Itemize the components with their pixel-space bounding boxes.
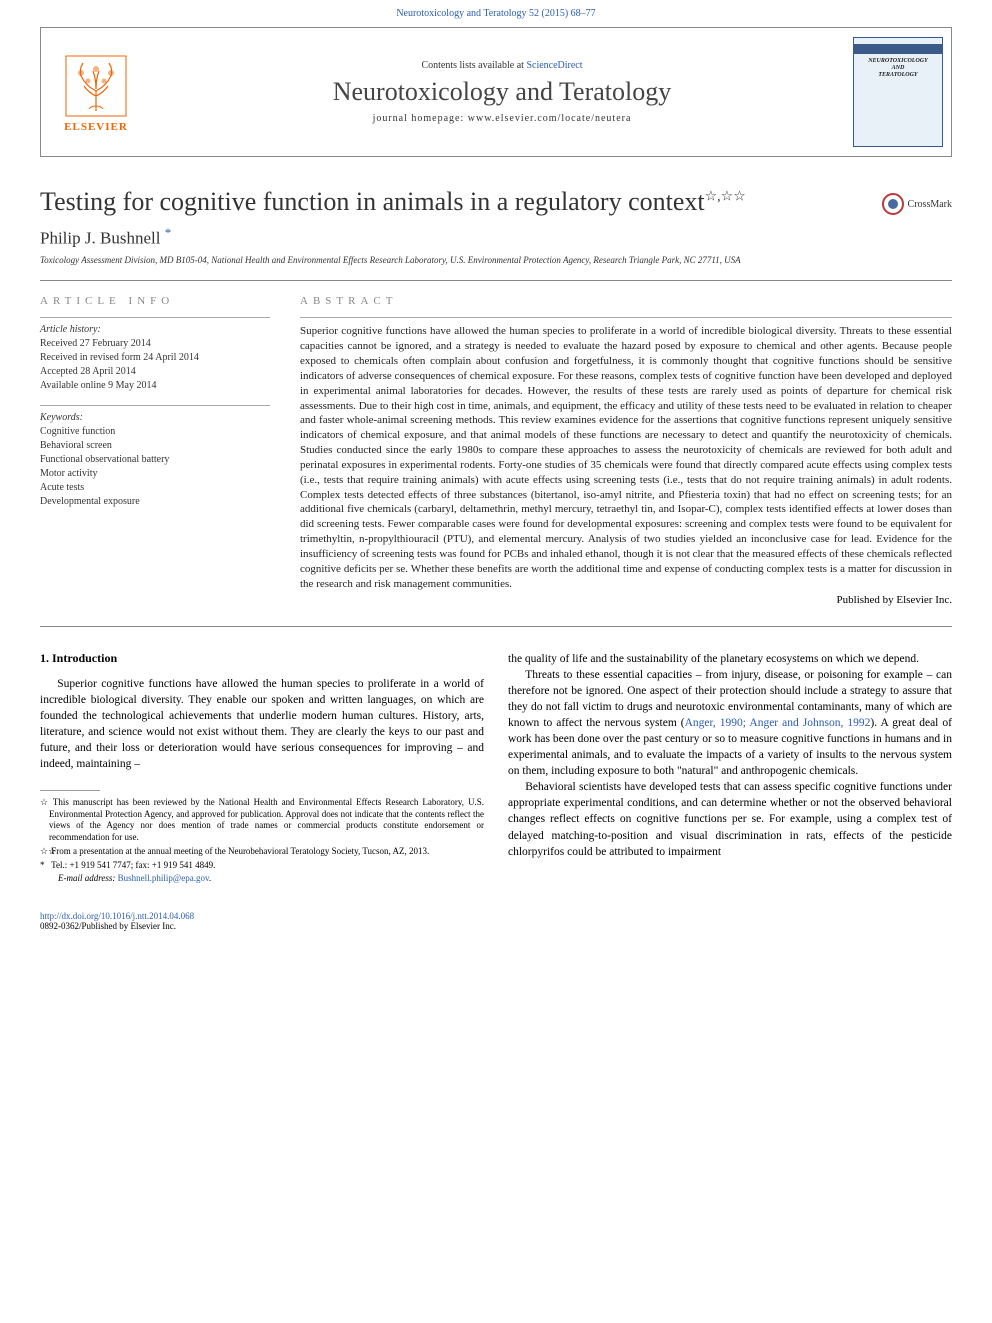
keywords-label: Keywords:: [40, 412, 270, 423]
footnote: * Tel.: +1 919 541 7747; fax: +1 919 541…: [40, 860, 484, 872]
citation-link[interactable]: Anger, 1990; Anger and Johnson, 1992: [685, 717, 871, 729]
title-footnote-marks: ☆,☆☆: [705, 189, 746, 204]
journal-homepage[interactable]: journal homepage: www.elsevier.com/locat…: [151, 113, 853, 124]
info-divider: [40, 405, 270, 406]
keyword: Developmental exposure: [40, 495, 270, 509]
publisher-line: Published by Elsevier Inc.: [300, 594, 952, 606]
keyword: Behavioral screen: [40, 439, 270, 453]
history-label: Article history:: [40, 324, 270, 335]
history-line: Received in revised form 24 April 2014: [40, 351, 270, 365]
article-info-col: article info Article history: Received 2…: [40, 295, 270, 605]
history-line: Available online 9 May 2014: [40, 379, 270, 393]
email-footnote: E-mail address: Bushnell.philip@epa.gov.: [40, 873, 484, 885]
body-right-col: the quality of life and the sustainabili…: [508, 651, 952, 887]
issn-line: 0892-0362/Published by Elsevier Inc.: [40, 921, 952, 931]
keyword: Cognitive function: [40, 425, 270, 439]
author-text: Philip J. Bushnell: [40, 229, 165, 248]
keyword: Motor activity: [40, 467, 270, 481]
elsevier-tree-icon: [61, 51, 131, 121]
email-label: E-mail address:: [58, 873, 118, 883]
contents-prefix: Contents lists available at: [421, 60, 526, 71]
cover-title-1: NEUROTOXICOLOGY: [868, 58, 928, 65]
sciencedirect-link[interactable]: ScienceDirect: [526, 60, 582, 71]
footnote-text: From a presentation at the annual meetin…: [51, 846, 429, 856]
keywords-block: Keywords: Cognitive function Behavioral …: [40, 412, 270, 509]
keyword: Functional observational battery: [40, 453, 270, 467]
footnotes-divider: [40, 790, 100, 791]
author-corresp-mark: *: [165, 225, 172, 240]
article-title: Testing for cognitive function in animal…: [40, 187, 862, 217]
history-line: Received 27 February 2014: [40, 337, 270, 351]
footnote-sym: *: [40, 860, 49, 872]
header-center: Contents lists available at ScienceDirec…: [151, 60, 853, 124]
journal-header: ELSEVIER Contents lists available at Sci…: [40, 27, 952, 157]
divider: [40, 280, 952, 281]
divider: [40, 626, 952, 627]
title-text: Testing for cognitive function in animal…: [40, 187, 705, 216]
abstract-label: abstract: [300, 295, 952, 307]
abstract-divider: [300, 317, 952, 318]
body-left-col: 1. Introduction Superior cognitive funct…: [40, 651, 484, 887]
elsevier-name: ELSEVIER: [64, 121, 128, 133]
abstract-col: abstract Superior cognitive functions ha…: [300, 295, 952, 605]
crossmark-icon: [882, 193, 904, 215]
footnote-sym: ☆: [40, 797, 49, 809]
abstract-text: Superior cognitive functions have allowe…: [300, 324, 952, 591]
body-paragraph: Threats to these essential capacities – …: [508, 667, 952, 780]
body-paragraph: the quality of life and the sustainabili…: [508, 651, 952, 667]
footnote: ☆ This manuscript has been reviewed by t…: [40, 797, 484, 844]
article-info-label: article info: [40, 295, 270, 307]
article-history: Article history: Received 27 February 20…: [40, 324, 270, 393]
footnote: ☆☆ From a presentation at the annual mee…: [40, 846, 484, 858]
page-citation[interactable]: Neurotoxicology and Teratology 52 (2015)…: [0, 0, 992, 23]
contents-available: Contents lists available at ScienceDirec…: [151, 60, 853, 71]
author-name: Philip J. Bushnell *: [40, 225, 952, 249]
bottom-identifiers: http://dx.doi.org/10.1016/j.ntt.2014.04.…: [40, 911, 952, 931]
footnote-sym: ☆☆: [40, 846, 49, 858]
crossmark-label: CrossMark: [908, 199, 952, 210]
keyword: Acute tests: [40, 481, 270, 495]
elsevier-logo: ELSEVIER: [41, 28, 151, 156]
journal-cover-thumb: NEUROTOXICOLOGY AND TERATOLOGY: [853, 37, 943, 147]
footnote-text: This manuscript has been reviewed by the…: [49, 797, 484, 842]
footnote-text: Tel.: +1 919 541 7747; fax: +1 919 541 4…: [51, 860, 215, 870]
journal-name: Neurotoxicology and Teratology: [151, 77, 853, 107]
affiliation: Toxicology Assessment Division, MD B105-…: [40, 255, 952, 267]
cover-title-3: TERATOLOGY: [878, 72, 917, 79]
info-divider: [40, 317, 270, 318]
history-line: Accepted 28 April 2014: [40, 365, 270, 379]
intro-heading: 1. Introduction: [40, 651, 484, 666]
crossmark-badge[interactable]: CrossMark: [882, 193, 952, 215]
cover-title-2: AND: [892, 65, 905, 72]
body-paragraph: Behavioral scientists have developed tes…: [508, 779, 952, 859]
body-paragraph: Superior cognitive functions have allowe…: [40, 676, 484, 773]
doi-link[interactable]: http://dx.doi.org/10.1016/j.ntt.2014.04.…: [40, 911, 952, 921]
email-link[interactable]: Bushnell.philip@epa.gov: [118, 873, 209, 883]
